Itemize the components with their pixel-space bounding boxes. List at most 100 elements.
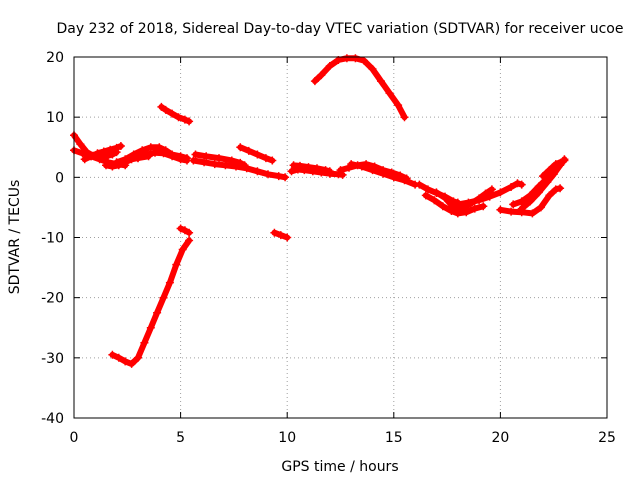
data-point xyxy=(325,167,334,176)
data-point xyxy=(464,198,473,207)
series-arc-11.3-15.5 xyxy=(310,54,409,122)
data-point xyxy=(509,200,518,209)
data-point xyxy=(400,113,409,122)
data-point xyxy=(487,185,496,194)
data-point xyxy=(342,54,351,63)
y-tick-label: -10 xyxy=(41,231,64,247)
y-tick-label: -30 xyxy=(41,351,64,367)
data-point xyxy=(517,204,526,213)
data-point xyxy=(551,160,560,169)
data-point xyxy=(534,188,543,197)
y-tick-label: 20 xyxy=(46,50,64,66)
data-point xyxy=(551,185,560,194)
data-point xyxy=(253,150,262,159)
data-point xyxy=(221,161,230,170)
data-point xyxy=(180,226,189,235)
data-point xyxy=(296,161,304,170)
grid-lines xyxy=(74,57,607,418)
data-point xyxy=(556,184,565,193)
data-point xyxy=(415,180,424,189)
data-point xyxy=(560,156,569,165)
data-point xyxy=(236,143,245,152)
data-point xyxy=(507,183,516,191)
data-point xyxy=(310,77,319,86)
data-point xyxy=(140,338,149,347)
data-point xyxy=(210,160,219,169)
data-point xyxy=(191,150,200,159)
data-point xyxy=(174,113,183,122)
y-tick-label: 0 xyxy=(55,170,64,186)
data-point xyxy=(441,193,449,202)
series-arc-22-23 xyxy=(539,156,569,181)
data-point xyxy=(244,146,253,155)
data-point xyxy=(240,161,249,170)
data-point xyxy=(475,196,484,205)
data-point xyxy=(236,158,245,167)
series-arc-18-21 xyxy=(453,179,526,209)
series-arc-10.3-12 xyxy=(289,161,334,176)
data-point xyxy=(485,192,494,201)
data-point xyxy=(470,204,479,213)
data-point xyxy=(146,143,155,152)
data-point xyxy=(543,178,552,187)
data-point xyxy=(449,203,458,212)
data-point xyxy=(276,231,285,240)
data-point xyxy=(317,71,326,80)
data-point xyxy=(159,293,168,302)
data-point xyxy=(165,278,174,287)
x-axis-label: GPS time / hours xyxy=(281,459,398,475)
x-tick-label: 15 xyxy=(385,430,403,446)
y-tick-label: -40 xyxy=(41,411,64,427)
data-point xyxy=(159,149,168,158)
data-point xyxy=(351,54,360,63)
series-arc-13-16 xyxy=(347,160,420,189)
data-point xyxy=(377,77,385,86)
data-point xyxy=(432,188,441,197)
data-point xyxy=(368,65,377,73)
series-arc-3-5.3-b xyxy=(134,148,191,165)
data-point xyxy=(168,109,177,118)
plot-frame xyxy=(73,56,608,419)
data-point xyxy=(253,167,262,176)
data-series xyxy=(70,54,569,368)
data-point xyxy=(121,155,130,164)
series-arc-4-5.3-high xyxy=(157,102,194,126)
data-point xyxy=(268,156,277,165)
series-line xyxy=(433,186,495,212)
data-point xyxy=(146,323,155,332)
data-point xyxy=(379,169,388,178)
data-point xyxy=(389,173,398,182)
data-point xyxy=(313,164,321,173)
data-point xyxy=(528,209,537,218)
data-point xyxy=(108,350,117,359)
data-point xyxy=(539,172,547,181)
data-point xyxy=(134,353,142,362)
data-point xyxy=(368,166,377,175)
data-point xyxy=(127,359,136,368)
data-point xyxy=(134,154,142,163)
series-arc-5-5.4-low xyxy=(176,224,194,237)
data-point xyxy=(178,245,187,254)
data-point xyxy=(176,155,185,164)
series-line xyxy=(540,157,568,180)
data-point xyxy=(82,148,91,157)
data-point xyxy=(513,179,522,188)
data-point xyxy=(106,145,115,154)
x-tick-label: 0 xyxy=(70,430,79,446)
y-axis-ticks: -40 -30 -20 -10 0 10 20 xyxy=(41,50,607,427)
data-point xyxy=(138,146,147,155)
data-point xyxy=(185,228,194,237)
data-point xyxy=(202,152,211,161)
data-point xyxy=(283,233,292,242)
data-point xyxy=(157,102,166,111)
data-point xyxy=(400,176,409,185)
data-point xyxy=(129,150,138,159)
data-point xyxy=(545,166,554,175)
data-point xyxy=(87,152,96,161)
data-point xyxy=(453,200,462,209)
data-point xyxy=(215,154,223,163)
data-point xyxy=(394,101,403,110)
data-point xyxy=(496,205,505,214)
x-tick-label: 25 xyxy=(598,430,616,446)
data-point xyxy=(517,197,526,206)
